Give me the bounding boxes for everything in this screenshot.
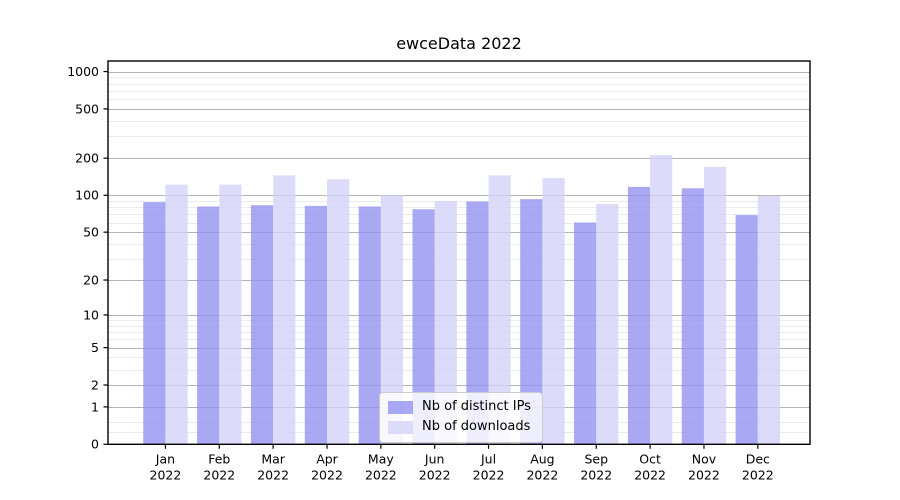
y-tick-label-0: 0 — [91, 437, 99, 452]
x-tick-label-year-feb: 2022 — [203, 467, 235, 482]
x-tick-label-year-jul: 2022 — [473, 467, 505, 482]
x-tick-label-month-jun: Jun — [424, 451, 445, 466]
bar-distinct-ips-apr — [304, 205, 327, 445]
bar-distinct-ips-nov — [681, 188, 704, 445]
y-tick-label-20: 20 — [83, 272, 99, 287]
chart-title: ewceData 2022 — [396, 34, 522, 53]
legend-swatch-distinct-ips — [388, 400, 413, 414]
x-tick-label-year-aug: 2022 — [526, 467, 558, 482]
legend-label-distinct-ips: Nb of distinct IPs — [422, 399, 531, 414]
x-tick-label-month-sep: Sep — [584, 451, 608, 466]
legend-item-downloads: Nb of downloads — [388, 419, 531, 435]
x-tick-label-month-feb: Feb — [208, 451, 230, 466]
x-tick-label-year-jan: 2022 — [150, 467, 182, 482]
x-tick-label-month-jul: Jul — [480, 451, 496, 466]
bar-downloads-apr — [327, 179, 350, 445]
bar-downloads-may — [380, 195, 404, 445]
bar-distinct-ips-mar — [250, 205, 274, 445]
y-tick-label-5: 5 — [91, 340, 99, 355]
bar-downloads-jul — [488, 175, 511, 445]
x-tick-label-month-nov: Nov — [692, 451, 717, 466]
bar-downloads-oct — [650, 155, 673, 445]
y-tick-label-500: 500 — [75, 101, 99, 116]
legend-item-distinct-ips: Nb of distinct IPs — [388, 399, 531, 415]
x-tick-label-month-apr: Apr — [316, 451, 338, 466]
axes-frame — [107, 60, 811, 445]
bar-distinct-ips-feb — [197, 206, 220, 445]
bar-downloads-jan — [165, 184, 188, 445]
legend: Nb of distinct IPs Nb of downloads — [379, 392, 543, 443]
bar-downloads-dec — [757, 195, 780, 445]
bar-distinct-ips-sep — [574, 222, 597, 445]
legend-swatch-downloads — [388, 420, 413, 434]
legend-label-downloads: Nb of downloads — [422, 419, 531, 435]
y-tick-label-100: 100 — [75, 188, 99, 203]
y-tick-label-1: 1 — [91, 399, 99, 414]
x-tick-label-year-may: 2022 — [365, 467, 397, 482]
x-tick-label-month-dec: Dec — [746, 451, 770, 466]
y-tick-label-2: 2 — [91, 377, 99, 392]
x-tick-label-year-dec: 2022 — [742, 467, 774, 482]
y-tick-label-1000: 1000 — [67, 64, 99, 79]
bar-downloads-feb — [219, 184, 242, 445]
x-tick-label-month-aug: Aug — [530, 451, 554, 466]
bar-downloads-sep — [596, 203, 619, 445]
x-tick-label-year-jun: 2022 — [419, 467, 451, 482]
bar-distinct-ips-dec — [735, 215, 758, 445]
y-tick-label-10: 10 — [83, 307, 99, 322]
bar-distinct-ips-jun — [412, 209, 435, 445]
bar-distinct-ips-may — [358, 206, 381, 445]
x-tick-label-month-jan: Jan — [155, 451, 175, 466]
x-tick-label-year-mar: 2022 — [257, 467, 289, 482]
bar-downloads-nov — [703, 166, 727, 445]
bar-distinct-ips-aug — [520, 199, 543, 445]
x-tick-label-year-sep: 2022 — [580, 467, 612, 482]
x-tick-label-month-oct: Oct — [639, 451, 661, 466]
x-tick-label-month-may: May — [368, 451, 394, 466]
bar-downloads-mar — [273, 175, 296, 445]
bar-distinct-ips-oct — [627, 186, 651, 445]
bar-distinct-ips-jan — [143, 202, 166, 445]
y-tick-label-200: 200 — [75, 151, 99, 166]
x-tick-label-year-oct: 2022 — [634, 467, 666, 482]
x-tick-label-month-mar: Mar — [261, 451, 285, 466]
x-tick-label-year-nov: 2022 — [688, 467, 720, 482]
bar-distinct-ips-jul — [466, 201, 489, 445]
x-tick-label-year-apr: 2022 — [311, 467, 343, 482]
bar-downloads-aug — [542, 178, 565, 445]
y-tick-label-50: 50 — [83, 225, 99, 240]
bar-downloads-jun — [434, 200, 457, 445]
